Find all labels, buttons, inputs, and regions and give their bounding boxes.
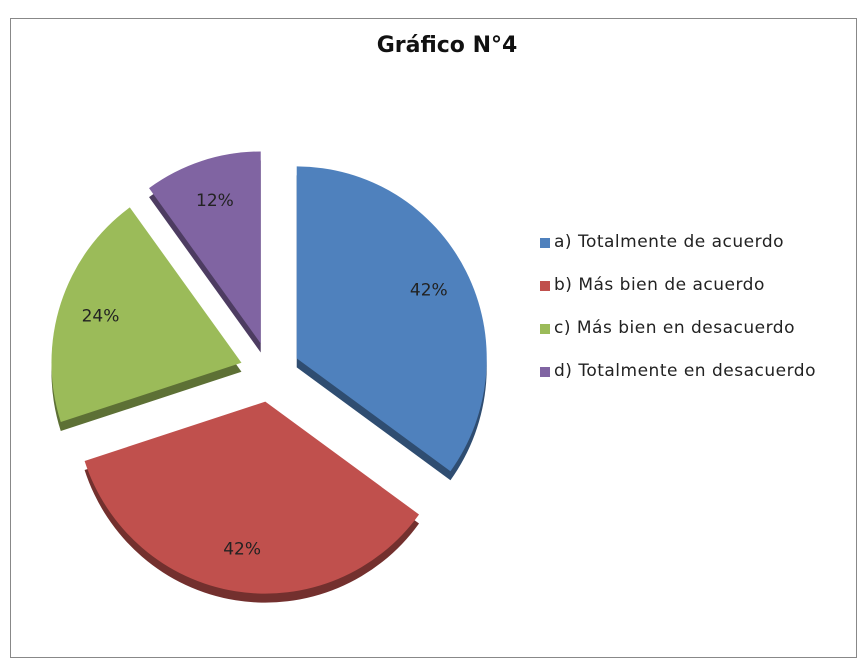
legend-item: b) Más bien de acuerdo [540,273,830,297]
legend: a) Totalmente de acuerdo b) Más bien de a… [540,230,830,402]
legend-swatch [540,324,550,334]
slice-group: 42% [84,401,420,603]
slice-group: 12% [149,151,261,353]
legend-item: c) Más bien en desacuerdo [540,316,830,340]
legend-swatch [540,238,550,248]
slice [149,151,261,344]
legend-label: a) Totalmente de acuerdo [554,232,785,252]
slice [296,166,487,472]
legend-label: b) Más bien de acuerdo [554,275,765,295]
data-label: 42% [410,280,448,300]
legend-item: d) Totalmente en desacuerdo [540,359,830,383]
legend-swatch [540,281,550,291]
slice [51,207,242,423]
data-label: 24% [82,306,120,326]
slice-group: 42% [296,166,487,481]
data-label: 12% [196,191,234,211]
legend-item: a) Totalmente de acuerdo [540,230,830,254]
slice [84,401,420,594]
chart-title: Gráfico N°4 [377,33,518,58]
legend-swatch [540,367,550,377]
data-label: 42% [223,540,261,560]
legend-label: d) Totalmente en desacuerdo [554,361,816,381]
slice-group: 24% [51,207,242,432]
legend-label: c) Más bien en desacuerdo [554,318,796,338]
